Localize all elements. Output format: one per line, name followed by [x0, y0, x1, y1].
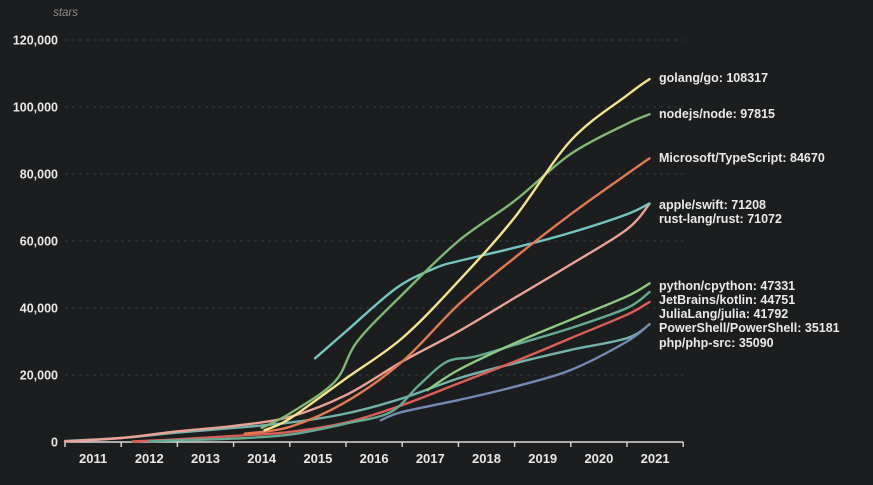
- x-tick-label-2012: 2012: [135, 451, 164, 466]
- series-line-julialang-julia[interactable]: [131, 300, 651, 443]
- series-label-python-cpython: python/cpython: 47331: [659, 279, 795, 293]
- y-tick-label: 120,000: [13, 34, 58, 48]
- x-tick-label-2019: 2019: [528, 451, 557, 466]
- x-axis-labels: 2011 2012 2013 2014 2015 2016 2017 2018 2019 2020…: [79, 451, 670, 466]
- series-line-golang-go[interactable]: [263, 77, 651, 432]
- x-tick-label-2021: 2021: [641, 451, 670, 466]
- y-axis-title: stars: [53, 7, 78, 19]
- series-lines: [63, 77, 651, 443]
- y-tick-label: 0: [51, 436, 58, 450]
- x-tick-label-2014: 2014: [247, 451, 277, 466]
- y-tick-label: 60,000: [20, 235, 58, 249]
- y-tick-label: 40,000: [20, 302, 58, 316]
- series-label-jetbrains-kotlin: JetBrains/kotlin: 44751: [659, 293, 795, 307]
- x-axis: [64, 441, 684, 447]
- series-line-python-cpython[interactable]: [426, 282, 651, 392]
- series-label-microsoft-typescript: Microsoft/TypeScript: 84670: [659, 151, 825, 165]
- y-tick-label: 20,000: [20, 369, 58, 383]
- x-tick-label-2016: 2016: [360, 451, 389, 466]
- x-tick-label-2017: 2017: [416, 451, 445, 466]
- series-line-microsoft-typescript[interactable]: [243, 157, 651, 435]
- y-axis-labels: 0 20,000 40,000 60,000 80,000 100,000 120,000: [13, 34, 58, 450]
- series-line-apple-swift[interactable]: [313, 202, 651, 360]
- x-tick-label-2018: 2018: [472, 451, 501, 466]
- series-line-jetbrains-kotlin[interactable]: [148, 290, 651, 443]
- series-label-julialang-julia: JuliaLang/julia: 41792: [659, 307, 788, 321]
- series-line-nodejs-node[interactable]: [260, 113, 651, 430]
- series-label-apple-swift: apple/swift: 71208: [659, 198, 766, 212]
- series-label-php-php-src: php/php-src: 35090: [659, 336, 774, 350]
- series-label-powershell-powershell: PowerShell/PowerShell: 35181: [659, 321, 840, 335]
- series-line-powershell-powershell[interactable]: [379, 322, 651, 422]
- y-grid: [65, 39, 684, 376]
- series-line-php-php-src[interactable]: [63, 323, 651, 443]
- series-label-golang-go: golang/go: 108317: [659, 71, 768, 85]
- y-tick-label: 100,000: [13, 101, 58, 115]
- series-label-rust-lang-rust: rust-lang/rust: 71072: [659, 212, 782, 226]
- x-tick-label-2013: 2013: [191, 451, 220, 466]
- y-tick-label: 80,000: [20, 168, 58, 182]
- series-label-nodejs-node: nodejs/node: 97815: [659, 107, 775, 121]
- x-tick-label-2011: 2011: [79, 451, 107, 466]
- series-line-rust-lang-rust[interactable]: [63, 202, 651, 443]
- x-tick-label-2020: 2020: [584, 451, 613, 466]
- series-end-labels: golang/go: 108317 nodejs/node: 97815 Micro…: [659, 71, 840, 350]
- x-tick-label-2015: 2015: [303, 451, 332, 466]
